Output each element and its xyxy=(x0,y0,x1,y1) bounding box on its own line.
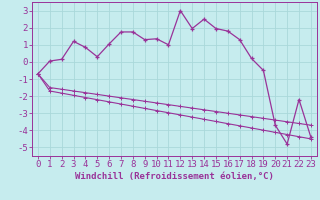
X-axis label: Windchill (Refroidissement éolien,°C): Windchill (Refroidissement éolien,°C) xyxy=(75,172,274,181)
